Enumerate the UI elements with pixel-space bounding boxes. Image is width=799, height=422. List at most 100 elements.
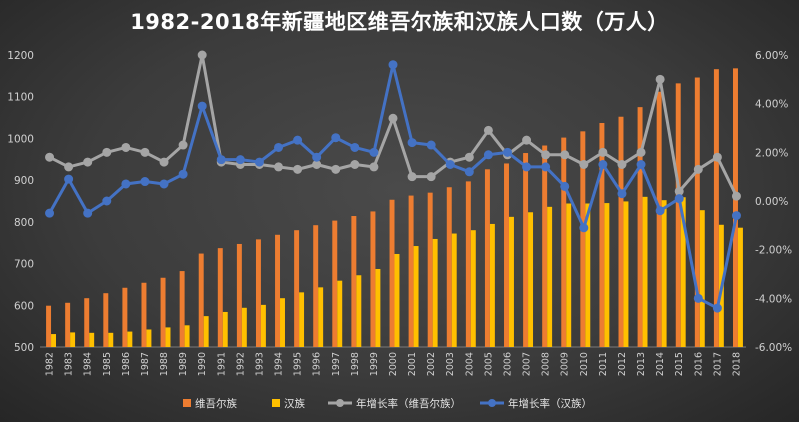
left-axis-tick-label: 1100 xyxy=(7,92,34,104)
bar-uyghur xyxy=(694,77,700,348)
point-uyghur-growth xyxy=(483,125,493,135)
legend-swatch xyxy=(183,399,191,407)
bar-uyghur xyxy=(370,211,376,347)
bar-han xyxy=(394,253,400,347)
point-han-growth xyxy=(235,155,245,165)
point-uyghur-growth xyxy=(178,140,188,150)
x-axis-tick-label: 2015 xyxy=(674,352,685,376)
point-han-growth xyxy=(426,140,436,150)
legend-marker xyxy=(336,399,344,407)
x-axis-tick-label: 1984 xyxy=(83,352,94,376)
point-uyghur-growth xyxy=(102,147,112,157)
bar-uyghur xyxy=(160,277,166,347)
point-han-growth xyxy=(159,179,169,189)
bar-han xyxy=(299,292,305,347)
x-axis-tick-label: 2005 xyxy=(483,352,494,376)
bar-uyghur xyxy=(332,220,338,347)
legend-label: 维吾尔族 xyxy=(195,397,237,410)
x-axis-tick-label: 1985 xyxy=(102,352,113,376)
x-axis-tick-label: 1995 xyxy=(293,352,304,376)
legend-label: 年增长率（维吾尔族） xyxy=(356,397,461,410)
bar-uyghur xyxy=(236,243,242,347)
x-axis-tick-label: 1989 xyxy=(178,352,189,376)
right-axis-tick-label: -6.00% xyxy=(755,342,792,354)
left-axis-tick-label: 1000 xyxy=(7,133,34,145)
bar-uyghur xyxy=(656,91,662,347)
bar-han xyxy=(203,316,209,347)
x-axis-tick-label: 2016 xyxy=(693,352,704,376)
legend-label: 汉族 xyxy=(284,397,305,410)
bar-han xyxy=(566,203,572,347)
bar-han xyxy=(737,227,743,347)
bar-uyghur xyxy=(523,153,529,347)
x-axis-tick-label: 2006 xyxy=(502,352,513,376)
bar-uyghur xyxy=(122,287,128,347)
x-axis-tick-label: 1986 xyxy=(121,352,132,376)
point-han-growth xyxy=(102,196,112,206)
bar-uyghur xyxy=(599,122,605,347)
bar-han xyxy=(108,332,114,347)
bar-han xyxy=(165,327,171,347)
point-han-growth xyxy=(674,194,684,204)
point-han-growth xyxy=(254,157,264,167)
x-axis-tick-label: 2004 xyxy=(464,352,475,376)
x-axis-tick-label: 2000 xyxy=(388,352,399,376)
x-axis-tick-label: 1988 xyxy=(159,352,170,376)
point-uyghur-growth xyxy=(579,160,589,169)
point-uyghur-growth xyxy=(712,152,722,162)
bar-uyghur xyxy=(561,137,567,347)
x-axis-tick-label: 1999 xyxy=(369,352,380,376)
left-axis-tick-label: 700 xyxy=(14,259,34,271)
bar-han xyxy=(699,210,705,347)
bar-uyghur xyxy=(637,107,643,348)
x-axis-tick-label: 2017 xyxy=(712,352,723,376)
point-uyghur-growth xyxy=(617,160,627,169)
bar-han xyxy=(318,287,324,347)
bar-uyghur xyxy=(675,83,681,347)
x-axis-tick-label: 1993 xyxy=(254,352,265,376)
bar-han xyxy=(337,280,343,347)
bar-han xyxy=(528,212,534,347)
left-axis-tick-label: 900 xyxy=(14,175,34,187)
bar-uyghur xyxy=(504,163,509,347)
bar-han xyxy=(451,233,457,347)
bar-han xyxy=(547,206,553,347)
bar-han xyxy=(432,238,438,347)
bar-han xyxy=(470,230,476,347)
point-han-growth xyxy=(693,293,703,303)
point-han-growth xyxy=(178,169,188,179)
left-axis-tick-label: 600 xyxy=(14,300,34,312)
bar-han xyxy=(413,246,419,347)
point-han-growth xyxy=(598,160,608,169)
bar-han xyxy=(375,268,381,347)
x-axis-tick-label: 2011 xyxy=(598,352,609,376)
point-han-growth xyxy=(83,208,93,218)
x-axis-tick-label: 1990 xyxy=(197,352,208,376)
bar-han xyxy=(508,216,514,347)
left-axis-tick-label: 500 xyxy=(14,342,34,354)
point-uyghur-growth xyxy=(197,50,207,60)
point-uyghur-growth xyxy=(140,147,150,157)
point-han-growth xyxy=(350,142,360,152)
bar-uyghur xyxy=(313,225,319,347)
right-axis-tick-label: -4.00% xyxy=(755,293,792,305)
point-han-growth xyxy=(274,142,284,152)
bar-han xyxy=(623,201,629,347)
bar-uyghur xyxy=(255,239,261,347)
x-axis-tick-label: 1997 xyxy=(331,352,342,376)
point-uyghur-growth xyxy=(655,74,665,84)
bar-han xyxy=(241,307,247,347)
x-axis-tick-label: 2018 xyxy=(731,352,742,376)
bar-uyghur xyxy=(351,216,357,347)
point-han-growth xyxy=(617,189,627,199)
point-uyghur-growth xyxy=(464,152,474,162)
point-uyghur-growth xyxy=(369,162,379,172)
x-axis-tick-label: 1996 xyxy=(312,352,323,376)
x-axis-tick-label: 2001 xyxy=(407,352,418,376)
bar-han xyxy=(222,311,228,347)
x-axis-tick-label: 2014 xyxy=(655,352,666,376)
point-uyghur-growth xyxy=(331,164,341,174)
right-axis-tick-label: 4.00% xyxy=(755,99,788,111)
point-han-growth xyxy=(407,138,417,148)
bar-uyghur xyxy=(389,199,395,347)
